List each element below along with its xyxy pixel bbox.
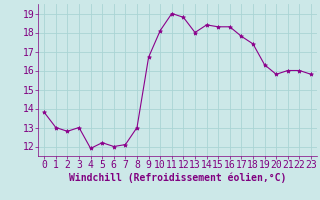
- X-axis label: Windchill (Refroidissement éolien,°C): Windchill (Refroidissement éolien,°C): [69, 173, 286, 183]
